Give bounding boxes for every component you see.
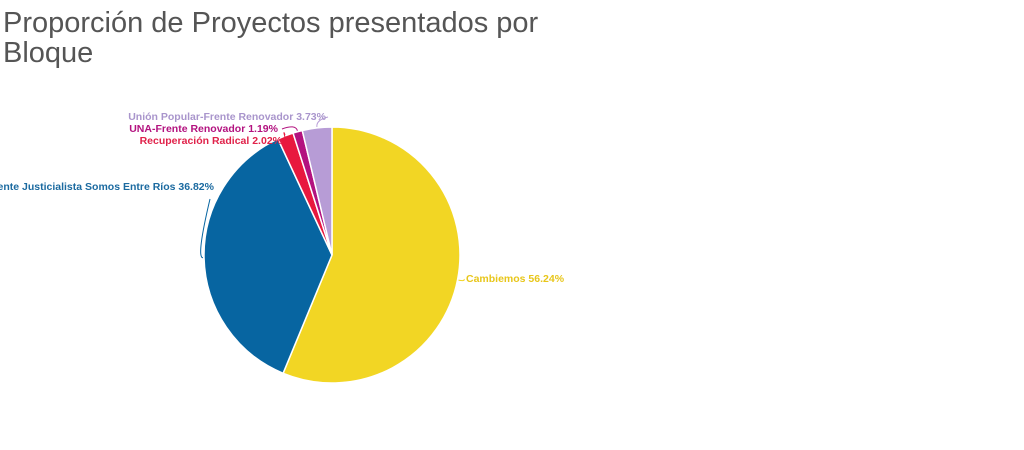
pie-slices [203, 126, 461, 384]
leader-lines [200, 116, 465, 282]
leader-line-4 [316, 116, 329, 127]
chart-title: Proporción de Proyectos presentados por … [3, 7, 539, 69]
leader-line-3 [281, 126, 298, 131]
pie-slice-0[interactable] [282, 126, 461, 384]
pie-slice-1[interactable] [203, 137, 333, 375]
leader-line-0 [458, 278, 465, 282]
slice-label-3: UNA-Frente Renovador 1.19% [129, 123, 278, 135]
slice-labels: Cambiemos 56.24% Frente Justicialista Som… [0, 111, 565, 285]
slice-label-0: Cambiemos 56.24% [466, 273, 565, 285]
pie-slice-4[interactable] [301, 126, 333, 256]
slice-label-1: Frente Justicialista Somos Entre Ríos 36… [0, 181, 215, 193]
leader-line-2 [283, 132, 287, 142]
slice-label-2: Recuperación Radical 2.02% [140, 135, 283, 147]
leader-line-1 [200, 198, 211, 259]
slice-label-4: Unión Popular-Frente Renovador 3.73% [128, 111, 326, 123]
